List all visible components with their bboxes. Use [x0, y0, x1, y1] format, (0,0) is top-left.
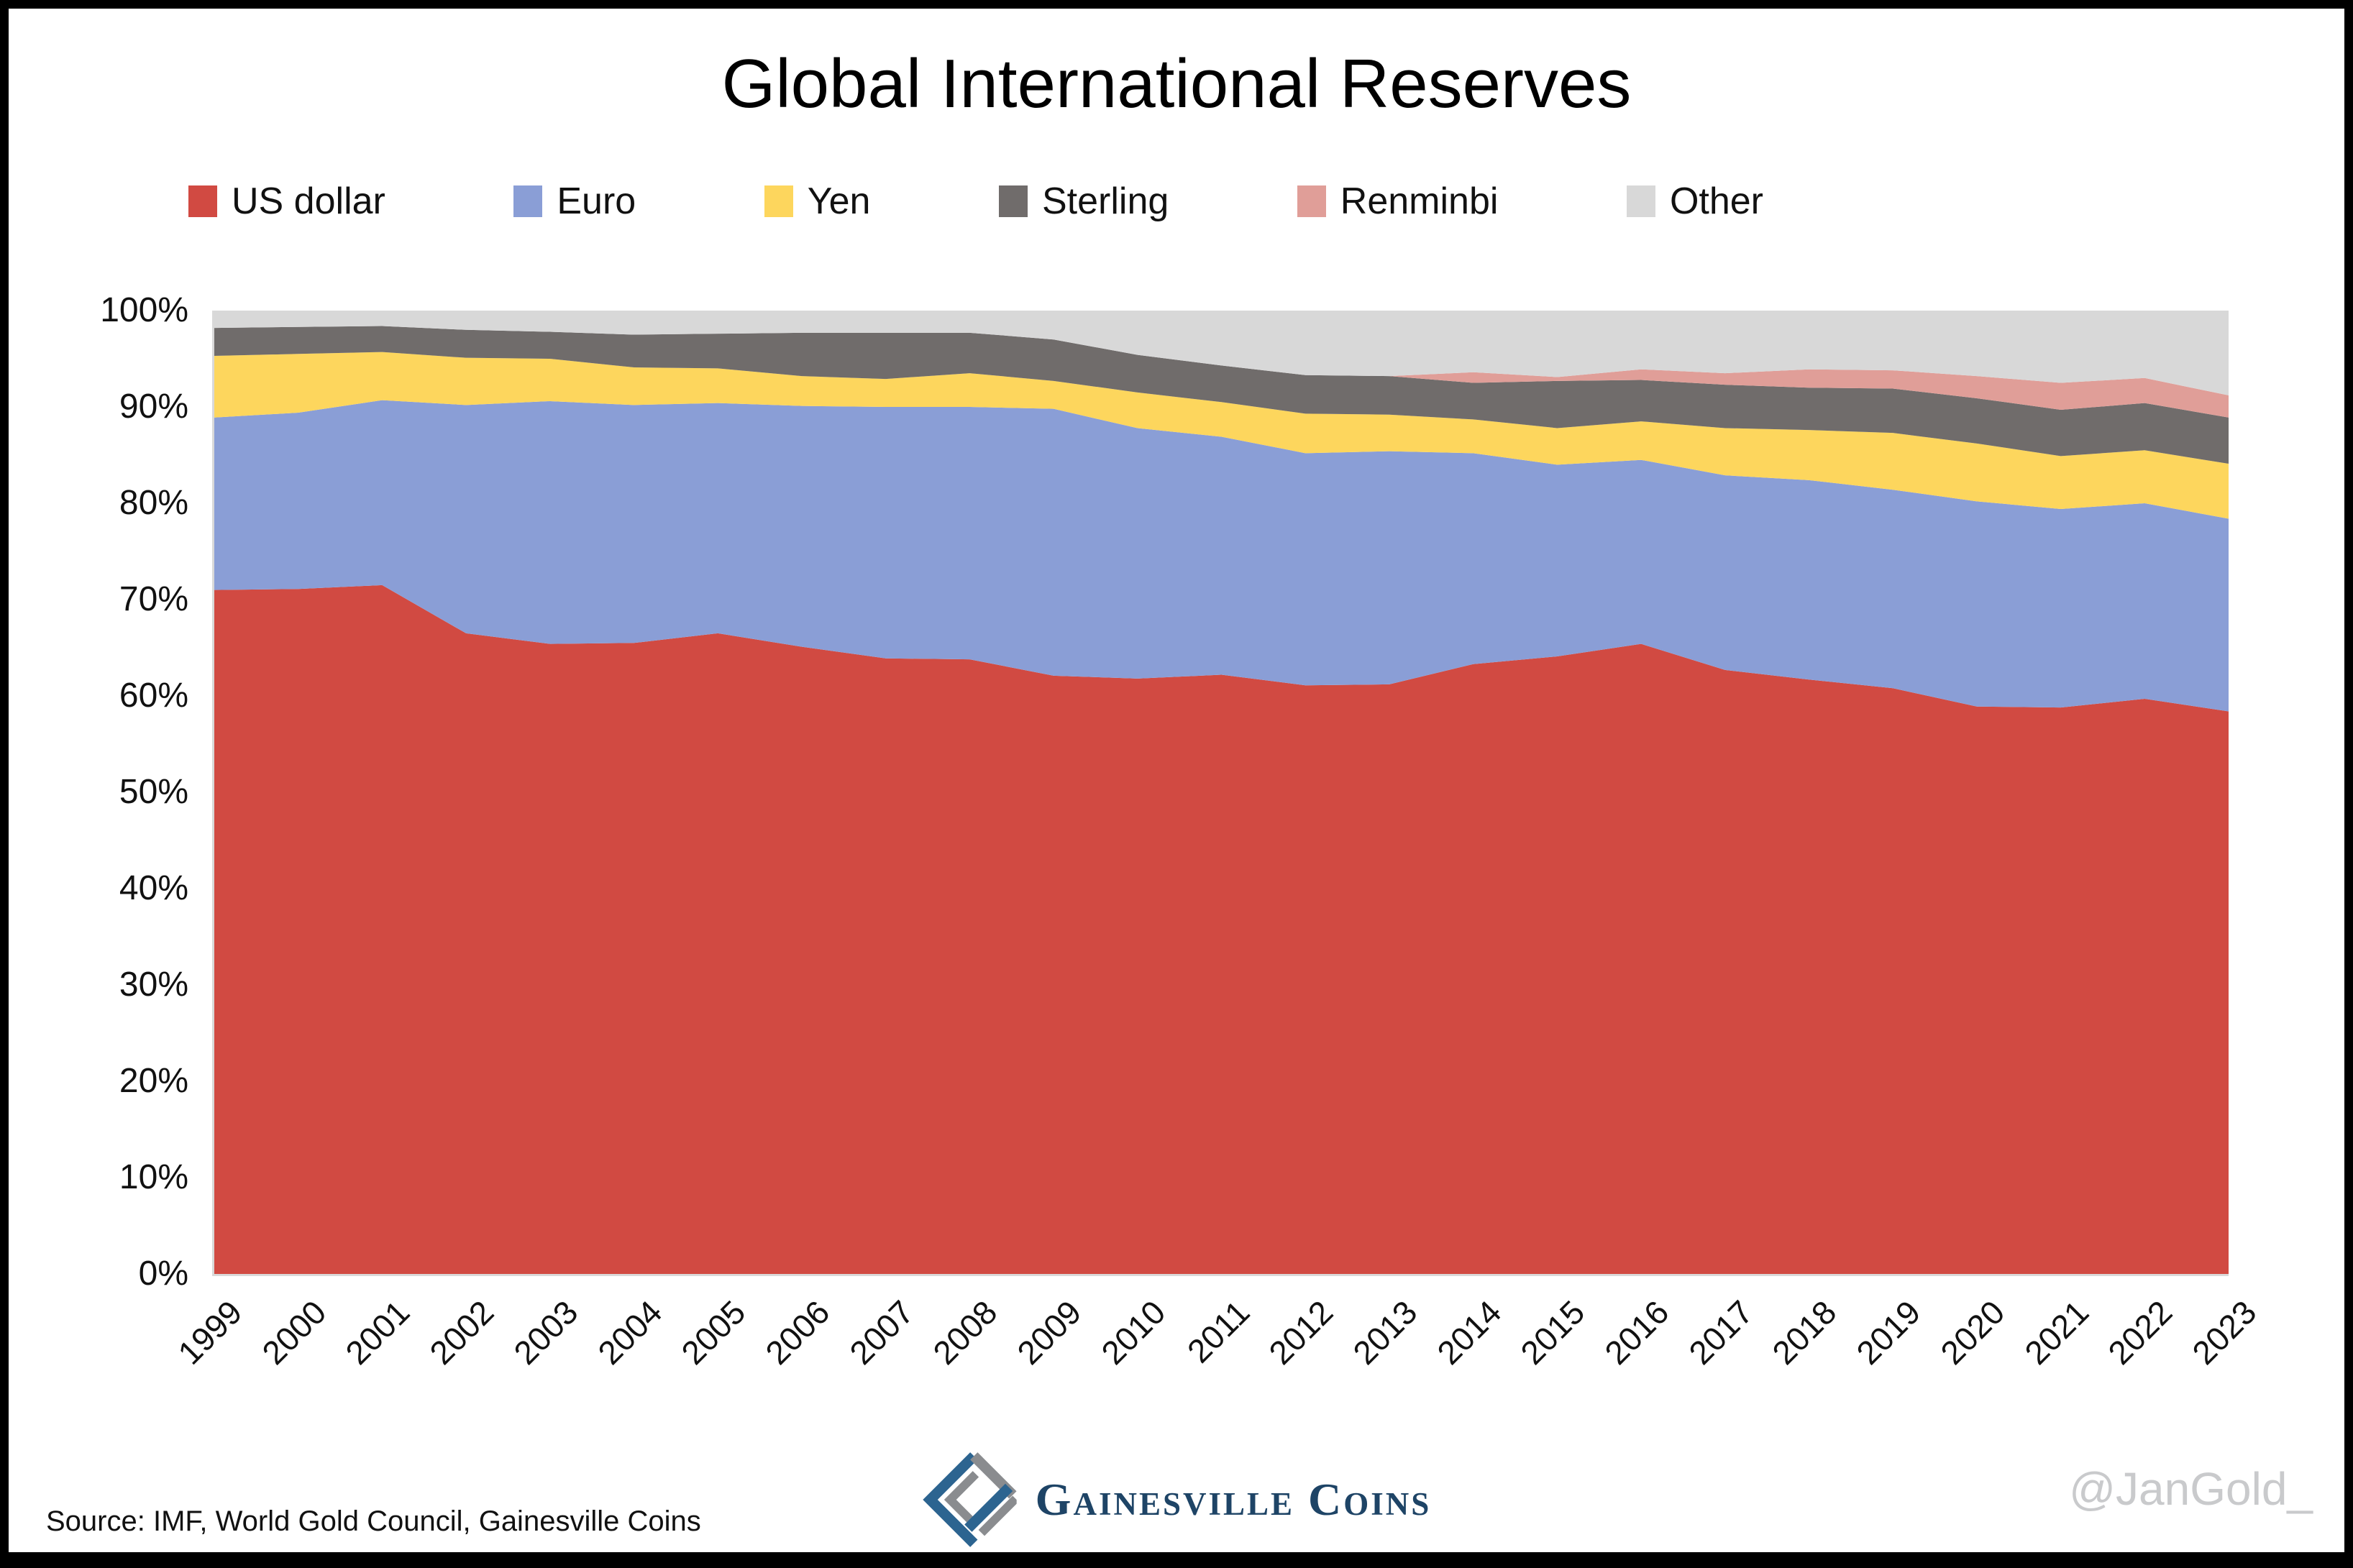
y-axis-label: 60%: [119, 677, 188, 715]
sterling-swatch-icon: [998, 185, 1028, 217]
y-axis-label: 70%: [119, 580, 188, 618]
yen-swatch-icon: [764, 185, 793, 217]
chart-background: Global International Reserves US dollar …: [9, 9, 2344, 1552]
x-axis-label: 2009: [1010, 1293, 1089, 1372]
legend-item-other: Other: [1626, 180, 1763, 223]
x-axis-label: 2006: [758, 1293, 837, 1372]
watermark: @JanGold_: [2069, 1463, 2313, 1515]
legend-label: Other: [1669, 180, 1763, 222]
legend: US dollar Euro Yen Sterling Renminbi Oth…: [188, 180, 1763, 223]
x-axis-label: 2012: [1261, 1293, 1340, 1372]
x-axis-label: 2007: [841, 1293, 921, 1372]
y-axis-label: 40%: [119, 869, 188, 907]
chart-title: Global International Reserves: [721, 45, 1632, 122]
x-axis-label: 2001: [338, 1293, 417, 1372]
gainesville-coins-logo: Gainesville Coins: [922, 1452, 1432, 1547]
x-axis-label: 2015: [1513, 1293, 1592, 1372]
legend-label: Renminbi: [1340, 180, 1499, 222]
x-axis-label: 2022: [2101, 1293, 2180, 1372]
x-axis-label: 2004: [590, 1293, 670, 1372]
source-note: Source: IMF, World Gold Council, Gainesv…: [46, 1505, 701, 1537]
area-series-other: [214, 311, 2229, 395]
x-axis-label: 2017: [1681, 1293, 1760, 1372]
x-axis-label: 2011: [1179, 1293, 1256, 1370]
legend-item-renminbi: Renminbi: [1297, 180, 1499, 223]
legend-label: Euro: [557, 180, 636, 222]
x-axis-label: 1999: [170, 1293, 250, 1372]
area-series-euro: [214, 400, 2229, 712]
area-series-us-dollar: [214, 584, 2229, 1274]
y-axis-label: 20%: [119, 1062, 188, 1100]
x-axis-label: 2005: [674, 1293, 753, 1372]
x-axis-label: 2014: [1429, 1293, 1509, 1372]
y-axis-label: 30%: [119, 966, 188, 1004]
area-series-sterling: [214, 326, 2229, 464]
x-axis-label: 2023: [2185, 1293, 2264, 1372]
legend-label: Yen: [807, 180, 871, 222]
y-axis-label: 0%: [138, 1255, 188, 1293]
euro-swatch-icon: [513, 185, 543, 217]
x-axis-label: 2019: [1849, 1293, 1928, 1372]
x-axis-label: 2008: [926, 1293, 1005, 1372]
area-series-renminbi: [214, 326, 2229, 418]
y-axis-label: 80%: [119, 484, 188, 522]
y-axis-label: 100%: [100, 291, 188, 329]
brand-name: Gainesville Coins: [1035, 1474, 1432, 1525]
gainesville-coins-mark-icon: [923, 1452, 1017, 1547]
y-axis-label: 90%: [119, 388, 188, 426]
plot-area: [212, 311, 2229, 1276]
x-axis-label: 2020: [1933, 1293, 2012, 1372]
stacked-area-svg: [214, 311, 2229, 1274]
legend-label: US dollar: [232, 180, 385, 222]
area-series-yen: [214, 352, 2229, 519]
x-axis-label: 2016: [1597, 1293, 1676, 1372]
y-axis-label: 10%: [119, 1158, 188, 1196]
x-axis-label: 2003: [506, 1293, 585, 1372]
x-axis-label: 2018: [1765, 1293, 1844, 1372]
x-axis-label: 2002: [422, 1293, 501, 1372]
us-dollar-swatch-icon: [188, 185, 217, 217]
x-axis-label: 2000: [255, 1293, 334, 1372]
renminbi-swatch-icon: [1297, 185, 1326, 217]
legend-item-euro: Euro: [513, 180, 636, 223]
x-axis-label: 2013: [1345, 1293, 1425, 1372]
y-axis-label: 50%: [119, 773, 188, 811]
x-axis-label: 2010: [1094, 1293, 1173, 1372]
legend-item-yen: Yen: [764, 180, 871, 223]
legend-item-us-dollar: US dollar: [188, 180, 385, 223]
legend-label: Sterling: [1041, 180, 1169, 222]
other-swatch-icon: [1626, 185, 1655, 217]
x-axis-label: 2021: [2016, 1293, 2096, 1372]
legend-item-sterling: Sterling: [998, 180, 1169, 223]
